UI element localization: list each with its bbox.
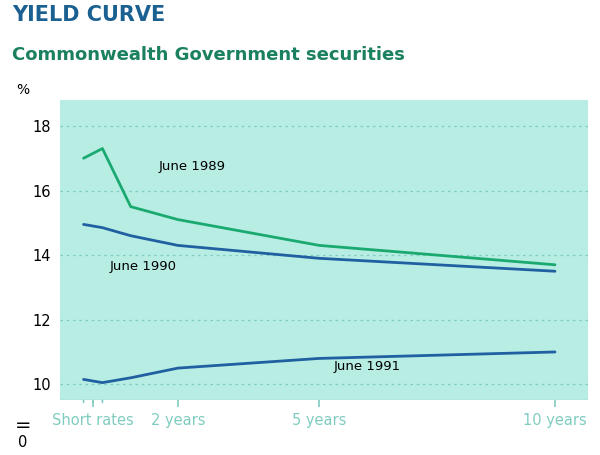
Text: =: =: [15, 416, 31, 435]
Text: June 1989: June 1989: [159, 160, 226, 172]
Text: June 1991: June 1991: [334, 360, 401, 373]
Text: 0: 0: [19, 435, 28, 450]
Text: June 1990: June 1990: [110, 260, 176, 273]
Text: Commonwealth Government securities: Commonwealth Government securities: [12, 46, 405, 64]
Text: %: %: [16, 83, 29, 97]
Text: YIELD CURVE: YIELD CURVE: [12, 5, 165, 25]
